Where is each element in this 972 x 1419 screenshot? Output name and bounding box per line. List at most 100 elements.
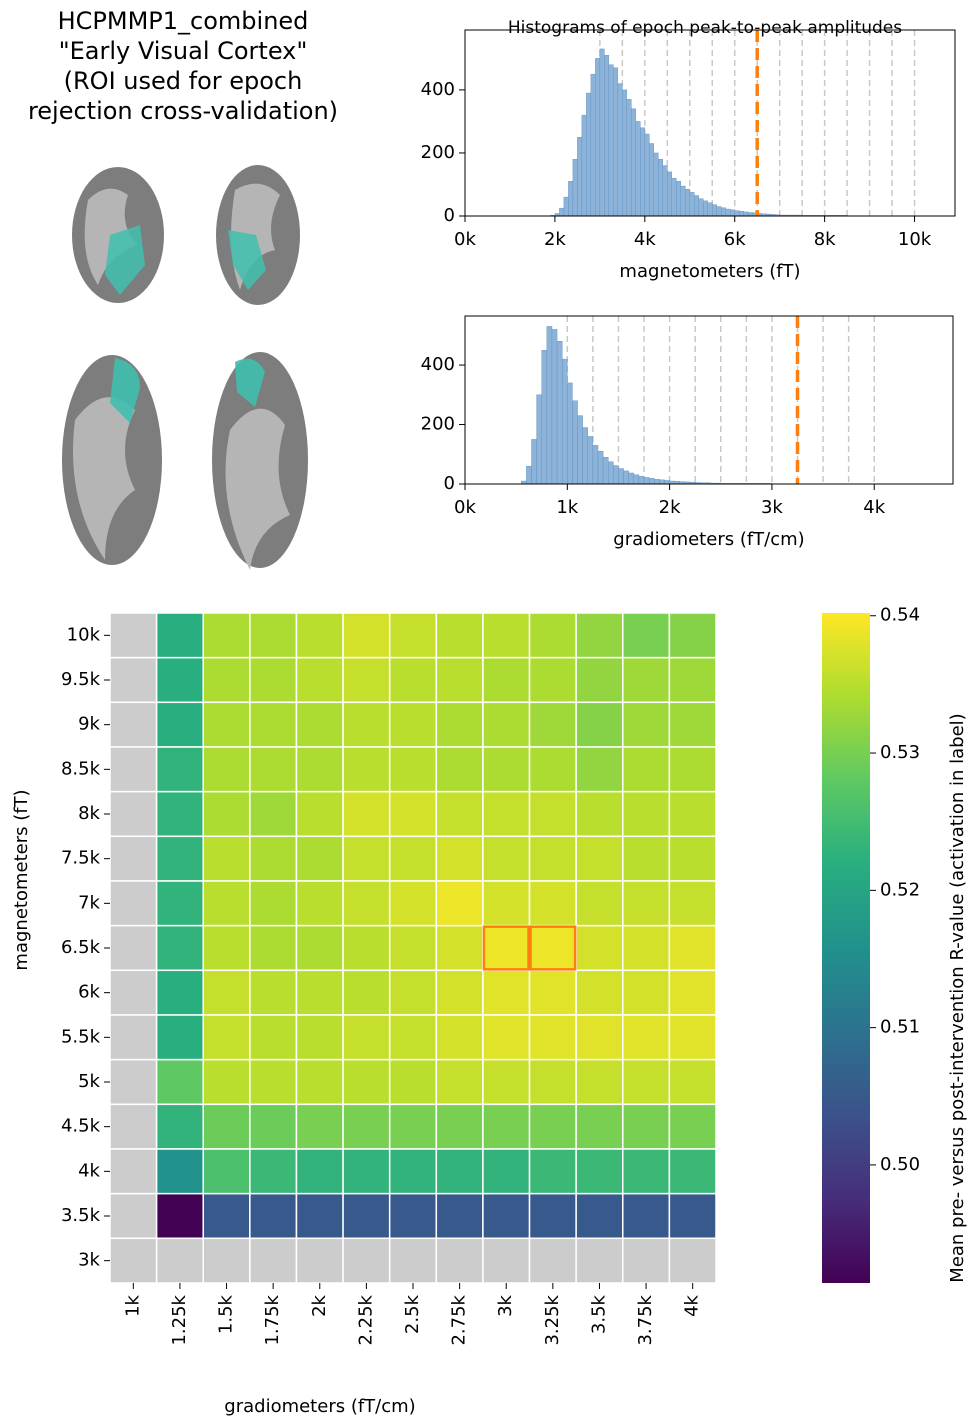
cell [435,701,484,748]
brain [212,352,308,570]
y-tick-label: 6.5k [61,937,101,958]
cell [575,969,624,1016]
x-tick-label: 3.25k [542,1294,563,1345]
cell [295,1192,344,1240]
missing-cell [528,1237,577,1284]
cell [622,1148,671,1195]
cell [622,880,671,927]
cell [202,1192,251,1240]
missing-cell [668,1237,717,1284]
x-tick-label: 1.5k [216,1294,237,1334]
cell [202,746,251,793]
cell [388,1058,438,1106]
cell [575,1058,624,1106]
cell [155,835,204,882]
cell [202,1014,251,1061]
cell [295,835,344,882]
cell [482,612,531,659]
cell [295,612,344,659]
cell [202,835,251,882]
y-tick-label: 7k [78,892,100,913]
missing-cell [109,880,158,927]
bar [577,415,583,485]
cell [482,1014,531,1061]
cell [249,1058,298,1106]
brain-renders [62,165,308,570]
cell [202,612,251,659]
cell [622,612,671,659]
y-tick-label: 200 [421,142,455,163]
missing-cell [482,1237,531,1284]
cell [668,1103,717,1150]
cell [342,880,391,927]
cell [575,656,624,704]
bar [546,326,553,485]
cell [155,1148,204,1195]
bar [563,196,569,217]
bar [559,207,565,217]
cell [575,835,624,882]
cell [528,1148,577,1195]
cell [155,924,204,972]
cell [295,1103,344,1150]
cell [388,656,438,704]
cell [249,746,298,793]
cell [249,969,298,1016]
cell [342,612,391,659]
bar [626,99,632,217]
missing-cell [575,1237,624,1284]
bar [671,177,677,217]
bar [739,211,744,217]
cell [575,1103,624,1150]
missing-cell [109,924,158,972]
missing-cell [109,656,158,704]
bar [628,472,635,485]
cell [342,1192,391,1240]
cell [575,1148,624,1195]
cell [435,612,484,659]
bar [617,83,623,217]
cell [249,1103,298,1150]
bar [613,67,619,217]
x-tick-label: 2k [544,229,566,250]
missing-cell [109,835,158,882]
cell [482,880,531,927]
cell [622,656,671,704]
cell [435,1148,484,1195]
colorbar-tick-label: 0.51 [880,1017,920,1038]
cell [155,1103,204,1150]
x-tick-label: 2k [309,1294,330,1316]
cell [155,612,204,659]
colorbar [822,613,870,1283]
chart-title: Histograms of epoch peak-to-peak amplitu… [508,18,902,38]
cell [435,790,484,838]
y-tick-label: 400 [421,79,455,100]
roi-line: rejection cross-validation) [28,97,338,125]
bar [592,445,599,485]
cell [575,790,624,838]
cell [342,1148,391,1195]
cell [668,835,717,882]
colorbar-label: Mean pre- versus post-intervention R-val… [947,713,968,1282]
cell [295,1058,344,1106]
y-tick-label: 5.5k [61,1026,101,1047]
cell [622,969,671,1016]
cell [388,969,438,1016]
bar [638,476,645,485]
highlight [529,925,577,971]
cell [435,969,484,1016]
cell [295,790,344,838]
bar [608,461,614,485]
brain [72,167,164,303]
bar [743,211,749,217]
cell [249,924,298,972]
bar [623,470,629,485]
bar [622,89,628,217]
cell [202,1148,251,1195]
cell [482,701,531,748]
cell [528,1058,577,1106]
missing-cell [109,1014,158,1061]
missing-cell [202,1237,251,1284]
cell [528,969,577,1016]
